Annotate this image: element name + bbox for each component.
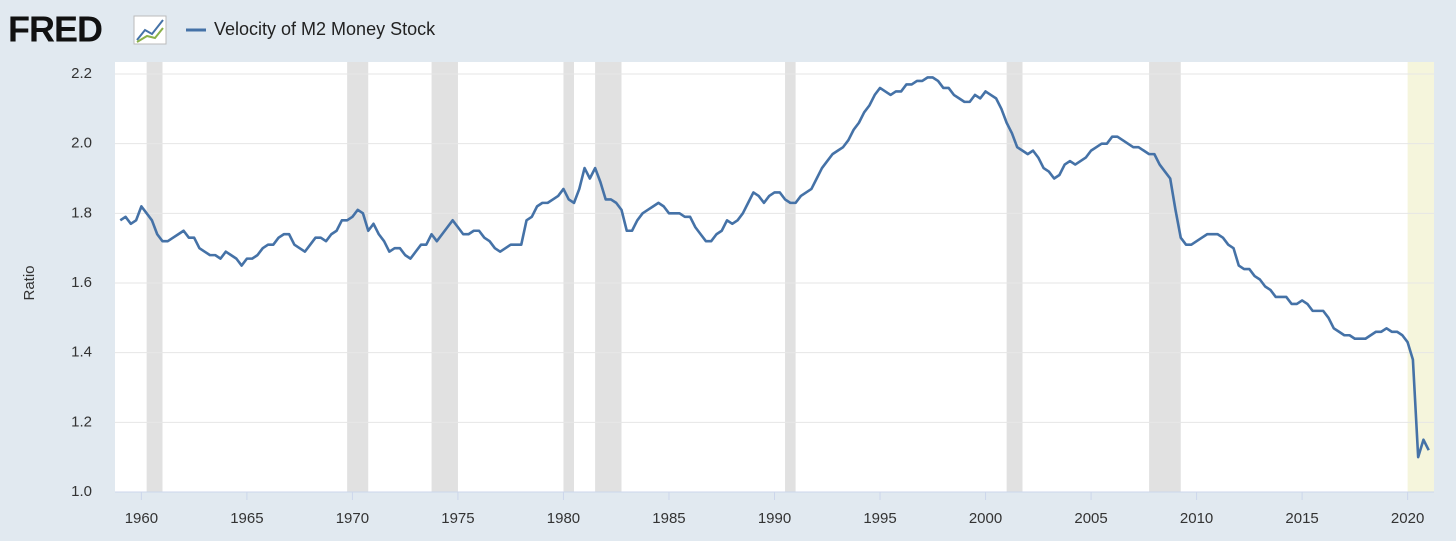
x-tick-label: 1965 [230,510,263,527]
shading-layer [146,62,1434,492]
y-axis-label: Ratio [21,265,38,300]
data-line [119,76,1430,459]
y-tick-label: 1.8 [71,204,92,221]
y-tick-label: 1.2 [71,413,92,430]
x-tick-label: 1970 [336,510,369,527]
x-tick-label: 1975 [441,510,474,527]
x-tick-label: 2010 [1180,510,1213,527]
y-tick-label: 2.2 [71,65,92,82]
x-tick-label: 1985 [652,510,685,527]
y-tick-label: 1.4 [71,344,92,361]
x-tick-label: 1990 [758,510,791,527]
recession-band [563,62,575,492]
recession-band [1407,62,1434,492]
recession-band [1149,62,1181,492]
legend-label: Velocity of M2 Money Stock [214,19,436,39]
x-tick-label: 1995 [863,510,896,527]
plot-area [115,62,1434,492]
x-tick-label: 2000 [969,510,1002,527]
recession-band [1006,62,1023,492]
recession-band [146,62,163,492]
logo-icon [133,15,167,45]
line-layer [119,76,1430,459]
x-tick-label: 1960 [125,510,158,527]
x-tick-label: 2005 [1074,510,1107,527]
x-tick-label: 1980 [547,510,580,527]
recession-band [431,62,458,492]
recession-band [595,62,622,492]
recession-band [347,62,369,492]
y-tick-label: 1.0 [71,483,92,500]
x-tick-label: 2020 [1391,510,1424,527]
logo: FRED [8,9,102,50]
y-tick-label: 1.6 [71,274,92,291]
x-tick-label: 2015 [1285,510,1318,527]
recession-band [785,62,796,492]
y-tick-label: 2.0 [71,135,92,152]
